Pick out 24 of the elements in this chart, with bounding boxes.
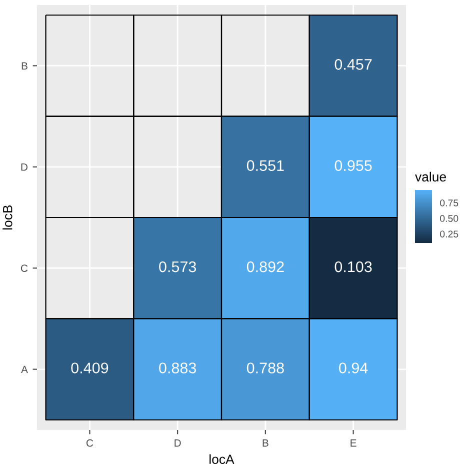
y-tick-label: A [21,366,28,374]
y-axis-title: locB [2,205,12,230]
x-tick-label: D [174,439,181,447]
y-tick-label: C [20,264,28,272]
data-label: 0.409 [71,362,108,374]
data-label: 0.788 [246,362,284,374]
data-label: 0.94 [339,362,368,374]
y-tick-label: D [21,164,28,171]
x-tick-label: E [350,439,356,447]
data-label: 0.892 [246,261,284,272]
color-bar-title: value [415,172,446,182]
data-label: 0.457 [334,58,372,70]
x-tick-label: B [262,439,268,447]
data-label: 0.551 [246,160,284,172]
data-label: 0.573 [159,261,196,272]
y-tick-label: B [22,62,28,70]
data-label: 0.103 [334,261,372,272]
x-tick-label: C [86,439,94,447]
x-axis-title: locA [210,454,234,464]
color-bar-label: 0.50 [440,215,458,222]
color-bar-label: 0.75 [440,199,458,206]
data-label: 0.955 [334,160,372,172]
color-bar-label: 0.25 [440,230,458,238]
data-label: 0.883 [159,362,196,374]
